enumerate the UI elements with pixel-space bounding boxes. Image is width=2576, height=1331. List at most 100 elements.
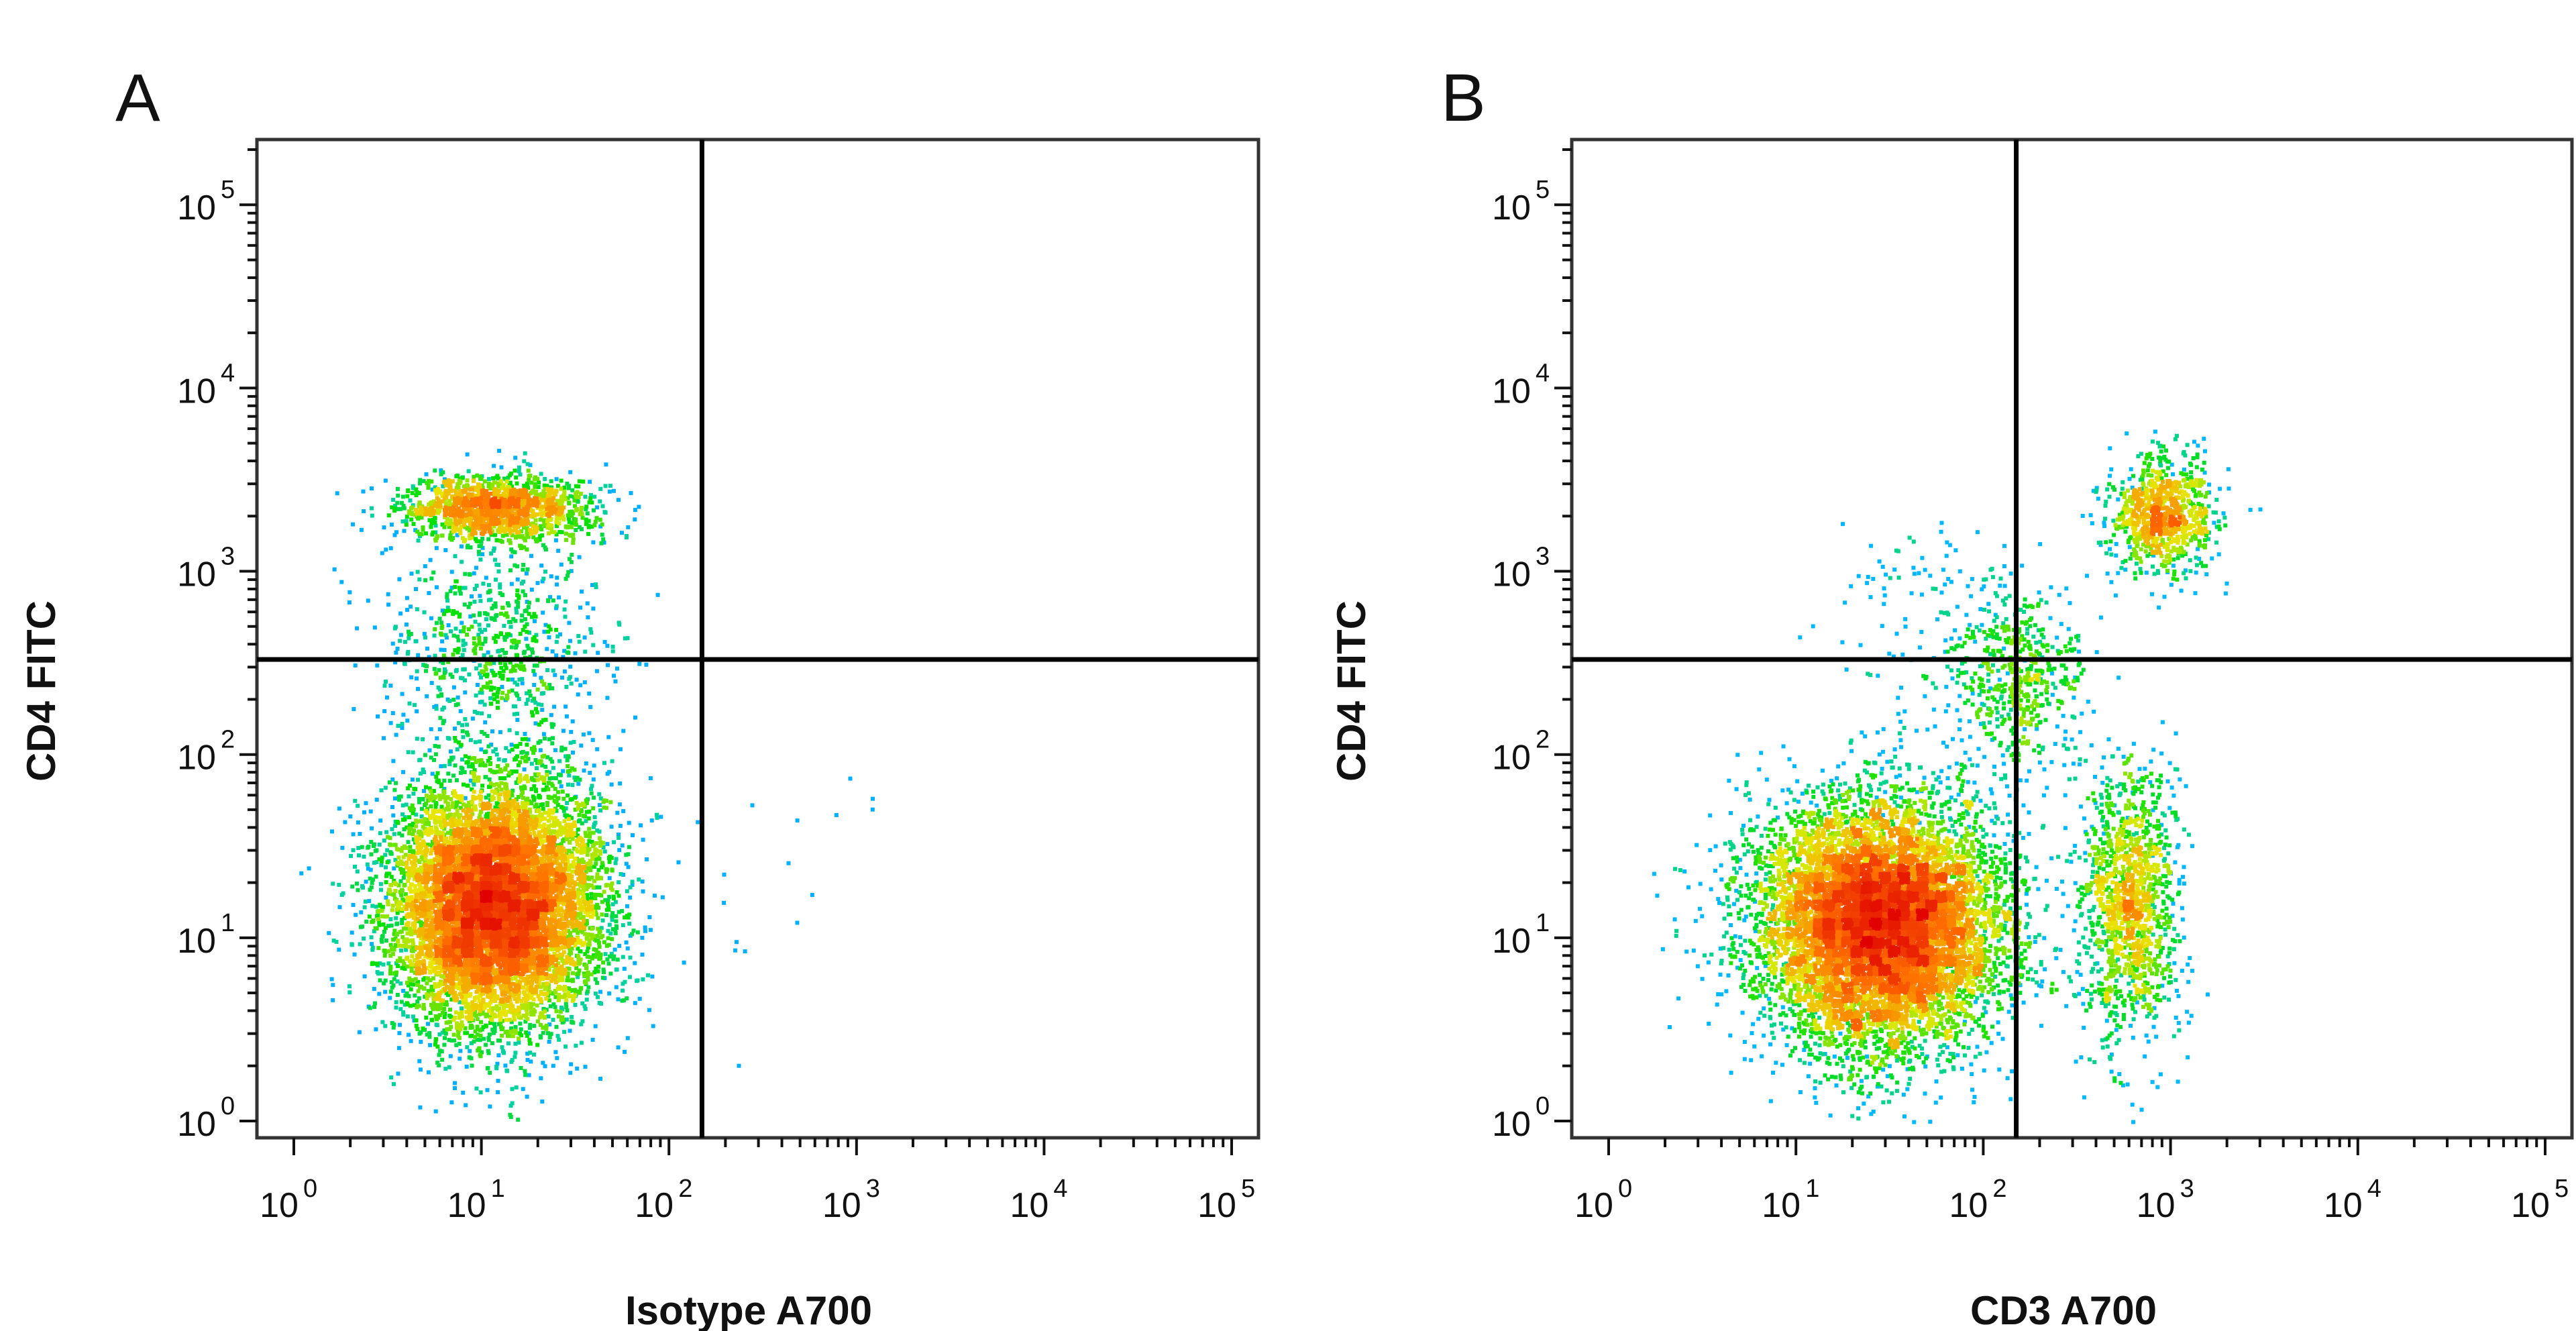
event-dot: [525, 751, 529, 755]
event-dot: [557, 517, 561, 521]
event-dot: [421, 479, 426, 484]
event-dot: [392, 947, 396, 952]
event-dot: [590, 854, 595, 859]
event-dot: [552, 970, 557, 975]
event-dot: [590, 904, 594, 908]
event-dot: [546, 598, 551, 602]
event-dot: [433, 794, 437, 799]
event-dot: [519, 1027, 523, 1032]
event-dot: [447, 698, 452, 703]
event-dot: [453, 763, 458, 767]
event-dot: [417, 882, 421, 886]
event-dot: [477, 816, 482, 820]
event-dot: [552, 492, 557, 497]
event-dot: [428, 557, 433, 562]
event-dot: [609, 951, 614, 956]
event-dot: [525, 1057, 530, 1062]
event-dot: [484, 749, 488, 754]
event-dot: [454, 486, 459, 490]
event-dot: [492, 1025, 497, 1030]
event-dot: [588, 865, 592, 869]
event-dot: [552, 951, 557, 956]
event-dot: [525, 462, 530, 466]
event-dot: [445, 1027, 449, 1032]
event-dot: [394, 916, 398, 920]
event-dot: [433, 804, 438, 809]
event-dot: [483, 829, 488, 834]
event-dot: [417, 511, 421, 516]
event-dot: [541, 806, 545, 811]
event-dot: [594, 857, 598, 862]
event-dot: [493, 747, 498, 751]
event-dot: [455, 997, 460, 1001]
event-dot: [488, 1014, 492, 1019]
event-dot: [515, 643, 519, 647]
event-dot: [517, 1010, 521, 1014]
event-dot: [578, 843, 582, 848]
event-dot: [518, 741, 523, 746]
event-dot: [409, 675, 414, 680]
event-dot: [568, 533, 572, 537]
event-dot: [386, 949, 391, 953]
event-dot: [545, 769, 549, 774]
event-dot: [417, 531, 422, 536]
event-dot: [606, 904, 610, 908]
event-dot: [533, 663, 537, 668]
event-dot: [405, 1002, 410, 1007]
event-dot: [570, 521, 574, 525]
event-dot: [541, 610, 545, 615]
event-dot: [540, 1099, 545, 1104]
event-dot: [439, 825, 444, 830]
event-dot: [443, 501, 448, 506]
event-dot: [492, 524, 496, 529]
event-dot: [557, 530, 562, 534]
event-dot: [586, 913, 590, 917]
event-dot: [547, 624, 551, 629]
event-dot: [416, 919, 421, 924]
event-dot: [533, 615, 538, 619]
event-dot: [391, 498, 396, 502]
event-dot: [546, 1014, 551, 1019]
event-dot: [447, 608, 451, 613]
event-dot: [496, 635, 500, 639]
event-dot: [555, 835, 559, 839]
event-dot: [543, 498, 547, 503]
event-dot: [460, 798, 464, 802]
event-dot: [562, 853, 567, 857]
event-dot: [584, 504, 589, 509]
event-dot: [603, 898, 608, 902]
event-dot: [376, 946, 381, 951]
event-dot: [417, 850, 421, 855]
event-dot: [469, 519, 474, 523]
event-dot: [541, 1006, 546, 1011]
event-dot: [492, 770, 496, 775]
event-dot: [350, 930, 354, 935]
event-dot: [520, 805, 525, 810]
event-dot: [530, 981, 534, 985]
event-dot: [578, 492, 583, 496]
event-dot: [582, 635, 587, 640]
event-dot: [443, 1002, 447, 1007]
event-dot: [574, 1043, 578, 1048]
event-dot: [489, 743, 494, 747]
event-dot: [577, 639, 582, 644]
event-dot: [441, 721, 445, 725]
event-dot: [502, 1005, 506, 1010]
event-dot: [479, 809, 483, 814]
event-dot: [410, 778, 415, 782]
event-dot: [531, 824, 536, 829]
event-dot: [569, 560, 574, 564]
event-dot: [516, 604, 521, 609]
event-dot: [491, 749, 496, 754]
event-dot: [379, 863, 384, 867]
event-dot: [401, 959, 405, 963]
event-dot: [514, 526, 519, 531]
event-dot: [473, 488, 478, 492]
event-dot: [569, 730, 574, 735]
event-dot: [522, 545, 527, 549]
event-dot: [531, 990, 535, 995]
event-dot: [414, 1018, 419, 1022]
event-dot: [520, 677, 525, 682]
event-dot: [481, 1000, 486, 1004]
event-dot: [463, 572, 468, 576]
